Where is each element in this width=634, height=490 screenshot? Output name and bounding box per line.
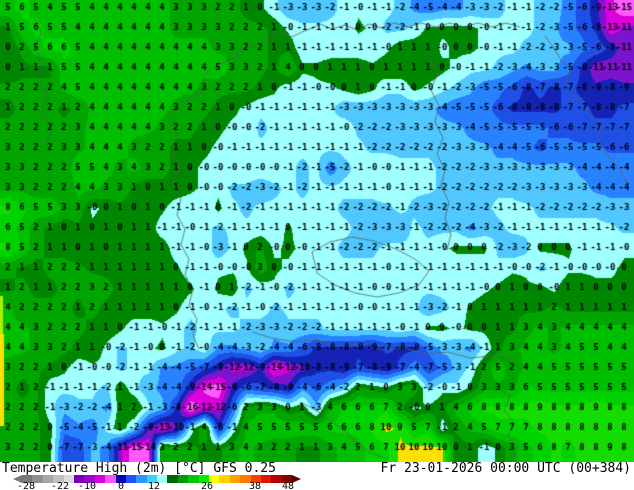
colorbar-segment	[198, 475, 210, 483]
colorbar-tick-label: -10	[77, 481, 97, 490]
colorbar-arrow-left-icon	[13, 475, 22, 483]
colorbar-ticks: -28 -22 -10 0 12 26 38 48	[0, 482, 634, 490]
colorbar-tick-label: 0	[117, 481, 125, 490]
colorbar-segment	[281, 475, 293, 483]
colorbar-tick-label: 12	[147, 481, 161, 490]
colorbar-segment	[240, 475, 251, 483]
colorbar-segment	[188, 475, 199, 483]
colorbar-segment	[146, 475, 158, 483]
colorbar-segment	[32, 475, 43, 483]
legend-bar: Temperature High (2m) [°C] GFS 0.25 Fr 2…	[0, 462, 634, 490]
colorbar-tick-label: -28	[16, 481, 36, 490]
legend-title: Temperature High (2m) [°C] GFS 0.25	[2, 461, 276, 476]
colorbar-tick-label: 26	[200, 481, 214, 490]
colorbar-segment	[219, 475, 230, 483]
colorbar-segment	[105, 475, 116, 483]
colorbar-segment	[53, 475, 64, 483]
colorbar-segment	[94, 475, 106, 483]
colorbar-tick-label: 38	[248, 481, 262, 490]
colorbar-segment	[136, 475, 147, 483]
colorbar-segment	[84, 475, 95, 483]
colorbar-segment	[167, 475, 178, 483]
colorbar-segment	[22, 475, 33, 483]
colorbar-segment	[177, 475, 189, 483]
colorbar-arrow-right-icon	[292, 475, 301, 483]
colorbar-segment	[73, 475, 85, 483]
colorbar-segment	[271, 475, 282, 483]
colorbar-segment	[157, 475, 168, 483]
colorbar-segment	[209, 475, 220, 483]
colorbar-segment	[260, 475, 272, 483]
temperature-map-canvas	[0, 0, 634, 462]
temperature-colorbar	[22, 475, 293, 483]
colorbar-tick-label: 48	[281, 481, 295, 490]
colorbar-segment	[250, 475, 261, 483]
colorbar-tick-label: -22	[50, 481, 70, 490]
colorbar-segment	[229, 475, 241, 483]
legend-datetime: Fr 23-01-2026 00:00 UTC (00+384)	[380, 461, 631, 476]
colorbar-segment	[42, 475, 54, 483]
colorbar-segment	[63, 475, 74, 483]
colorbar-segment	[125, 475, 137, 483]
colorbar-segment	[115, 475, 126, 483]
